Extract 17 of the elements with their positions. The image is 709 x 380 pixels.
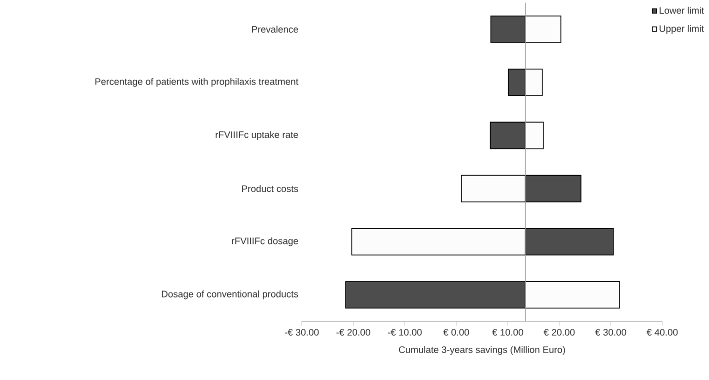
x-tick-label: € 10.00 [492,328,524,336]
legend-label: Lower limit [660,6,704,14]
y-tick-label: Percentage of patients with prophilaxis treatment [95,78,298,87]
y-tick-label: rFVIIIFc uptake rate [216,130,298,140]
x-axis-title: Cumulate 3-years savings (Million Euro) [398,346,565,355]
x-tick-label: € 40.00 [646,328,678,336]
x-tick-label: -€ 30.00 [284,328,319,336]
y-tick-label: Product costs [242,184,298,192]
y-tick-label: rFVIIIFc dosage [232,237,298,246]
x-tick-label: € 30.00 [595,328,626,336]
y-tick-label: Dosage of conventional products [162,290,298,300]
x-tick-label: -€ 20.00 [336,328,370,336]
x-tick-label: € 0.00 [443,328,470,336]
y-tick-label: Prevalence [252,26,298,32]
legend-label: Upper limit [660,24,704,34]
x-tick-label: -€ 10.00 [388,328,422,336]
x-tick-label: € 20.00 [544,328,575,336]
